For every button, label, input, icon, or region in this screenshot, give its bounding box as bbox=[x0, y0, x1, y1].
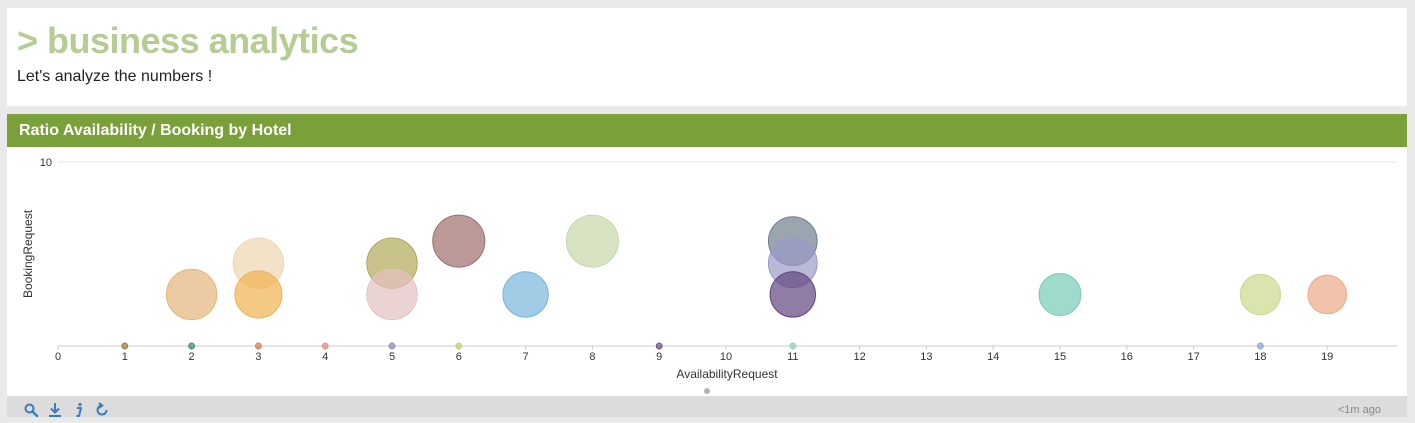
panel-footer: <1m ago bbox=[7, 388, 1407, 418]
x-tick-label: 11 bbox=[787, 351, 798, 363]
x-tick-label: 16 bbox=[1121, 351, 1133, 363]
bubble-point bbox=[769, 271, 816, 318]
bubble-point bbox=[655, 342, 663, 350]
bubble-point bbox=[1239, 273, 1282, 316]
x-tick-label: 5 bbox=[389, 351, 395, 363]
x-tick-label: 12 bbox=[853, 351, 865, 363]
panel-title-bar: Ratio Availability / Booking by Hotel bbox=[7, 114, 1407, 147]
y-axis-title: BookingRequest bbox=[21, 209, 35, 298]
bubble-point bbox=[1256, 342, 1264, 350]
x-tick-label: 19 bbox=[1321, 351, 1333, 363]
x-axis-title: AvailabilityRequest bbox=[676, 367, 778, 381]
header-panel: > business analytics Let's analyze the n… bbox=[7, 8, 1407, 106]
last-updated: <1m ago bbox=[1337, 404, 1381, 416]
bubble-chart: 100 1 2 3 4 5 6 7 8 9 10 11 12 13 14 15 16 17 18 19Availabi… bbox=[21, 157, 1397, 381]
x-tick-label: 9 bbox=[656, 351, 662, 363]
x-tick-label: 3 bbox=[255, 351, 261, 363]
panel-title: Ratio Availability / Booking by Hotel bbox=[19, 122, 292, 139]
bubble-point bbox=[789, 342, 797, 350]
x-tick-label: 2 bbox=[189, 351, 195, 363]
chart-panel: Ratio Availability / Booking by Hotel 10… bbox=[7, 114, 1407, 396]
x-tick-label: 17 bbox=[1187, 351, 1199, 363]
bubble-point bbox=[432, 214, 486, 268]
resize-handle[interactable] bbox=[704, 388, 710, 394]
x-tick-label: 1 bbox=[122, 351, 128, 363]
x-tick-label: 15 bbox=[1054, 351, 1066, 363]
bubble-point bbox=[234, 270, 283, 319]
bubble-point bbox=[254, 342, 262, 350]
search-icon[interactable] bbox=[23, 402, 39, 418]
bubble-point bbox=[1038, 272, 1082, 316]
x-tick-label: 6 bbox=[456, 351, 462, 363]
bubble-point bbox=[565, 214, 619, 268]
x-tick-label: 14 bbox=[987, 351, 999, 363]
bubble-point bbox=[388, 342, 396, 350]
info-icon[interactable] bbox=[71, 402, 87, 418]
bubble-point bbox=[188, 342, 196, 350]
bubble-point bbox=[502, 271, 549, 318]
page-title: > business analytics bbox=[17, 20, 359, 61]
x-tick-label: 4 bbox=[322, 351, 328, 363]
x-tick-label: 7 bbox=[523, 351, 529, 363]
x-tick-label: 0 bbox=[55, 351, 61, 363]
bubble-point bbox=[1307, 274, 1348, 315]
x-tick-label: 10 bbox=[720, 351, 732, 363]
bubble-point bbox=[366, 268, 418, 321]
x-tick-label: 13 bbox=[920, 351, 932, 363]
x-tick-label: 18 bbox=[1254, 351, 1266, 363]
bubble-point bbox=[321, 342, 329, 350]
refresh-icon[interactable] bbox=[94, 402, 110, 418]
bubble-point bbox=[165, 268, 218, 321]
bubble-point bbox=[121, 342, 129, 350]
y-tick-label: 10 bbox=[40, 157, 52, 169]
x-tick-label: 8 bbox=[589, 351, 595, 363]
download-icon[interactable] bbox=[47, 402, 63, 418]
page-subtitle: Let's analyze the numbers ! bbox=[17, 68, 213, 85]
bubble-point bbox=[455, 342, 463, 350]
